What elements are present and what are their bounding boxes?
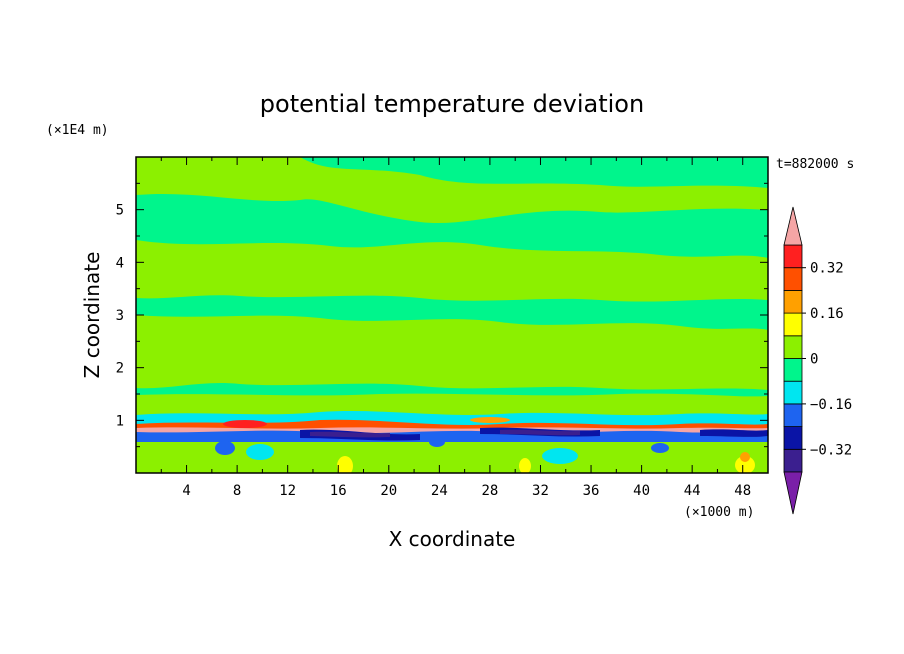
colorbar-box xyxy=(783,267,803,291)
colorbar-box xyxy=(783,403,803,427)
y-tick-label: 4 xyxy=(116,255,124,271)
x-axis-ticks: 4 8 12 16 20 24 28 32 36 40 44 48 xyxy=(160,157,751,499)
x-tick-label: 40 xyxy=(633,483,650,499)
colorbar-box xyxy=(783,426,803,450)
colorbar-label: 0 xyxy=(810,352,818,368)
colorbar-box xyxy=(783,380,803,405)
x-tick-label: 44 xyxy=(684,483,701,499)
y-tick-label: 1 xyxy=(116,413,124,429)
colorbar-box xyxy=(783,244,803,269)
colorbar-box xyxy=(783,358,803,382)
y-axis-label: Z coordinate xyxy=(80,252,104,379)
colorbar-label: −0.16 xyxy=(810,397,852,413)
mid-blob-red xyxy=(223,420,267,428)
y-tick-label: 2 xyxy=(116,361,124,377)
y-tick-label: 5 xyxy=(116,203,124,219)
y-unit-label: (×1E4 m) xyxy=(46,123,109,138)
colorbar-box xyxy=(783,335,803,359)
colorbar-label: −0.32 xyxy=(810,442,852,458)
x-tick-label: 28 xyxy=(481,483,498,499)
contour-band-top-left xyxy=(136,160,241,192)
contour-band-upper-3 xyxy=(136,315,768,390)
colorbar-arrow-bottom xyxy=(783,471,803,515)
surface-blob-blue xyxy=(651,443,669,453)
y-tick-label: 3 xyxy=(116,308,124,324)
surface-blob-orange xyxy=(740,452,750,462)
x-tick-label: 20 xyxy=(380,483,397,499)
x-tick-label: 32 xyxy=(532,483,549,499)
y-axis-ticks: 1 2 3 4 5 xyxy=(116,182,768,448)
time-label: t=882000 s xyxy=(776,157,854,172)
x-tick-label: 12 xyxy=(279,483,296,499)
x-tick-label: 16 xyxy=(330,483,347,499)
surface-blob-blue xyxy=(429,437,445,447)
surface-blob-cyan xyxy=(246,444,274,460)
x-tick-label: 36 xyxy=(583,483,600,499)
contour-layer-purple xyxy=(310,429,580,438)
x-tick-label: 8 xyxy=(233,483,241,499)
x-axis-label: X coordinate xyxy=(389,527,516,551)
colorbar-label: 0.32 xyxy=(810,261,844,277)
x-tick-label: 4 xyxy=(182,483,190,499)
surface-blob-blue xyxy=(215,441,235,455)
contour-band-upper-2 xyxy=(136,240,768,302)
chart-title: potential temperature deviation xyxy=(260,90,644,118)
surface-blob-cyan xyxy=(542,448,578,464)
x-tick-label: 24 xyxy=(431,483,448,499)
contour-band-upper-1 xyxy=(136,157,768,224)
colorbar: 0.32 0.16 0 −0.16 −0.32 xyxy=(783,206,852,515)
x-unit-label: (×1000 m) xyxy=(684,505,754,520)
x-tick-label: 48 xyxy=(734,483,751,499)
contour-layer-blue xyxy=(136,430,768,442)
colorbar-label: 0.16 xyxy=(810,306,844,322)
colorbar-box xyxy=(783,312,803,337)
colorbar-arrow-top xyxy=(783,206,803,246)
surface-blob-yellow xyxy=(519,458,531,473)
colorbar-box xyxy=(783,289,803,314)
surface-blob-yellow xyxy=(735,456,755,473)
plot-area xyxy=(136,157,768,473)
colorbar-box xyxy=(783,448,803,473)
surface-blob-yellow xyxy=(337,456,353,473)
mid-blob-orange xyxy=(470,417,510,423)
